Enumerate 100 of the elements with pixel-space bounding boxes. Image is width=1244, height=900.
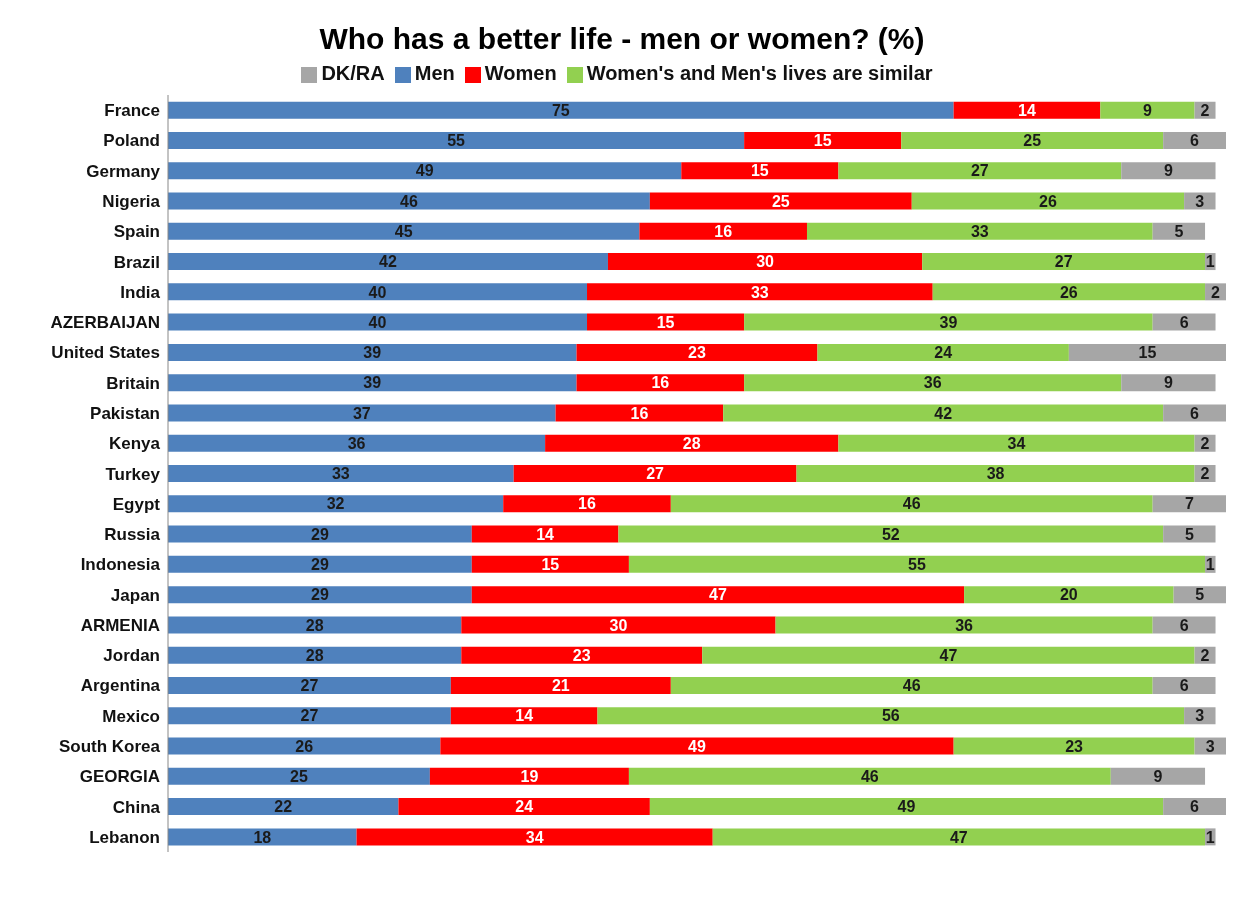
data-label: 9 bbox=[1163, 162, 1173, 180]
data-label: 52 bbox=[881, 525, 900, 543]
data-label: 25 bbox=[290, 768, 308, 785]
data-label: 14 bbox=[536, 525, 555, 543]
data-label: 47 bbox=[949, 828, 968, 846]
bar bbox=[168, 343, 577, 361]
y-tick-label: Brazil bbox=[113, 252, 160, 272]
data-label: 15 bbox=[541, 556, 560, 574]
bar bbox=[964, 586, 1174, 604]
data-label: 16 bbox=[630, 404, 649, 422]
data-label: 25 bbox=[771, 192, 790, 210]
bar bbox=[168, 162, 682, 180]
bar bbox=[744, 313, 1153, 331]
legend-label: Women bbox=[484, 62, 557, 84]
data-label: 2 bbox=[1200, 434, 1210, 452]
data-label: 6 bbox=[1179, 616, 1189, 634]
data-label: 49 bbox=[415, 162, 434, 180]
data-label: 30 bbox=[756, 253, 775, 271]
y-tick-label: India bbox=[120, 282, 161, 302]
bar bbox=[649, 798, 1164, 816]
data-label: 55 bbox=[447, 132, 466, 150]
y-tick-label: ARMENIA bbox=[80, 615, 160, 635]
data-label: 14 bbox=[1018, 101, 1036, 119]
data-label: 15 bbox=[750, 162, 769, 180]
bar bbox=[168, 434, 546, 452]
legend-label: Men bbox=[414, 62, 455, 84]
bar bbox=[1163, 131, 1226, 149]
data-label: 46 bbox=[902, 677, 921, 695]
bar bbox=[744, 131, 902, 149]
bar bbox=[1121, 162, 1216, 180]
data-label: 6 bbox=[1179, 677, 1189, 695]
bar bbox=[1163, 798, 1226, 816]
data-label: 3 bbox=[1195, 192, 1205, 210]
bar bbox=[817, 343, 1069, 361]
bar bbox=[1068, 343, 1226, 361]
bar bbox=[168, 828, 357, 846]
data-label: 1 bbox=[1205, 828, 1215, 846]
bar bbox=[607, 253, 923, 271]
data-label: 36 bbox=[923, 374, 942, 392]
bar bbox=[1152, 616, 1216, 634]
data-label: 15 bbox=[656, 313, 675, 331]
data-label: 14 bbox=[515, 707, 534, 725]
y-tick-label: Spain bbox=[113, 222, 160, 242]
bar bbox=[168, 525, 472, 543]
data-label: 33 bbox=[970, 222, 989, 240]
data-label: 16 bbox=[578, 495, 597, 513]
bar bbox=[471, 586, 965, 604]
bar bbox=[471, 555, 629, 573]
data-label: 15 bbox=[1138, 344, 1157, 362]
data-label: 40 bbox=[368, 313, 387, 331]
data-label: 27 bbox=[300, 707, 319, 725]
data-label: 33 bbox=[331, 465, 350, 483]
bar bbox=[953, 101, 1101, 119]
bar bbox=[168, 253, 608, 271]
legend-label: Women's and Men's lives are similar bbox=[586, 62, 933, 84]
data-label: 56 bbox=[881, 707, 900, 725]
bar bbox=[628, 767, 1111, 785]
bar bbox=[1163, 525, 1216, 543]
data-label: 45 bbox=[394, 222, 413, 240]
bar bbox=[168, 283, 588, 301]
data-label: 16 bbox=[714, 222, 733, 240]
data-label: 7 bbox=[1184, 495, 1194, 513]
data-label: 23 bbox=[688, 344, 706, 362]
bar bbox=[649, 192, 912, 210]
bar bbox=[440, 737, 954, 755]
bar bbox=[618, 525, 1164, 543]
y-tick-label: South Korea bbox=[58, 737, 161, 757]
data-label: 25 bbox=[1023, 132, 1042, 150]
bar bbox=[168, 313, 588, 331]
bar bbox=[168, 101, 954, 119]
data-label: 1 bbox=[1205, 556, 1215, 574]
data-label: 22 bbox=[274, 798, 293, 816]
data-label: 5 bbox=[1184, 525, 1194, 543]
data-label: 26 bbox=[1059, 283, 1078, 301]
bar bbox=[1152, 495, 1226, 513]
data-label: 24 bbox=[934, 344, 953, 362]
bar bbox=[576, 374, 745, 392]
data-label: 46 bbox=[902, 495, 921, 513]
bar bbox=[168, 676, 451, 694]
data-label: 75 bbox=[551, 101, 570, 119]
data-label: 36 bbox=[347, 434, 366, 452]
bar bbox=[168, 374, 577, 392]
bar bbox=[1173, 586, 1226, 604]
data-label: 46 bbox=[860, 768, 879, 785]
data-label: 9 bbox=[1142, 101, 1152, 119]
y-tick-label: Jordan bbox=[103, 646, 160, 666]
bar bbox=[168, 555, 472, 573]
bar bbox=[356, 828, 713, 846]
y-tick-label: France bbox=[104, 101, 160, 121]
bar bbox=[670, 495, 1153, 513]
bar bbox=[1100, 101, 1195, 119]
bar bbox=[911, 192, 1185, 210]
bar bbox=[513, 465, 797, 483]
bar bbox=[775, 616, 1153, 634]
bar bbox=[168, 707, 451, 725]
bar bbox=[429, 767, 629, 785]
bar bbox=[168, 798, 399, 816]
bar bbox=[576, 343, 818, 361]
bar bbox=[796, 465, 1195, 483]
data-label: 6 bbox=[1190, 798, 1200, 816]
